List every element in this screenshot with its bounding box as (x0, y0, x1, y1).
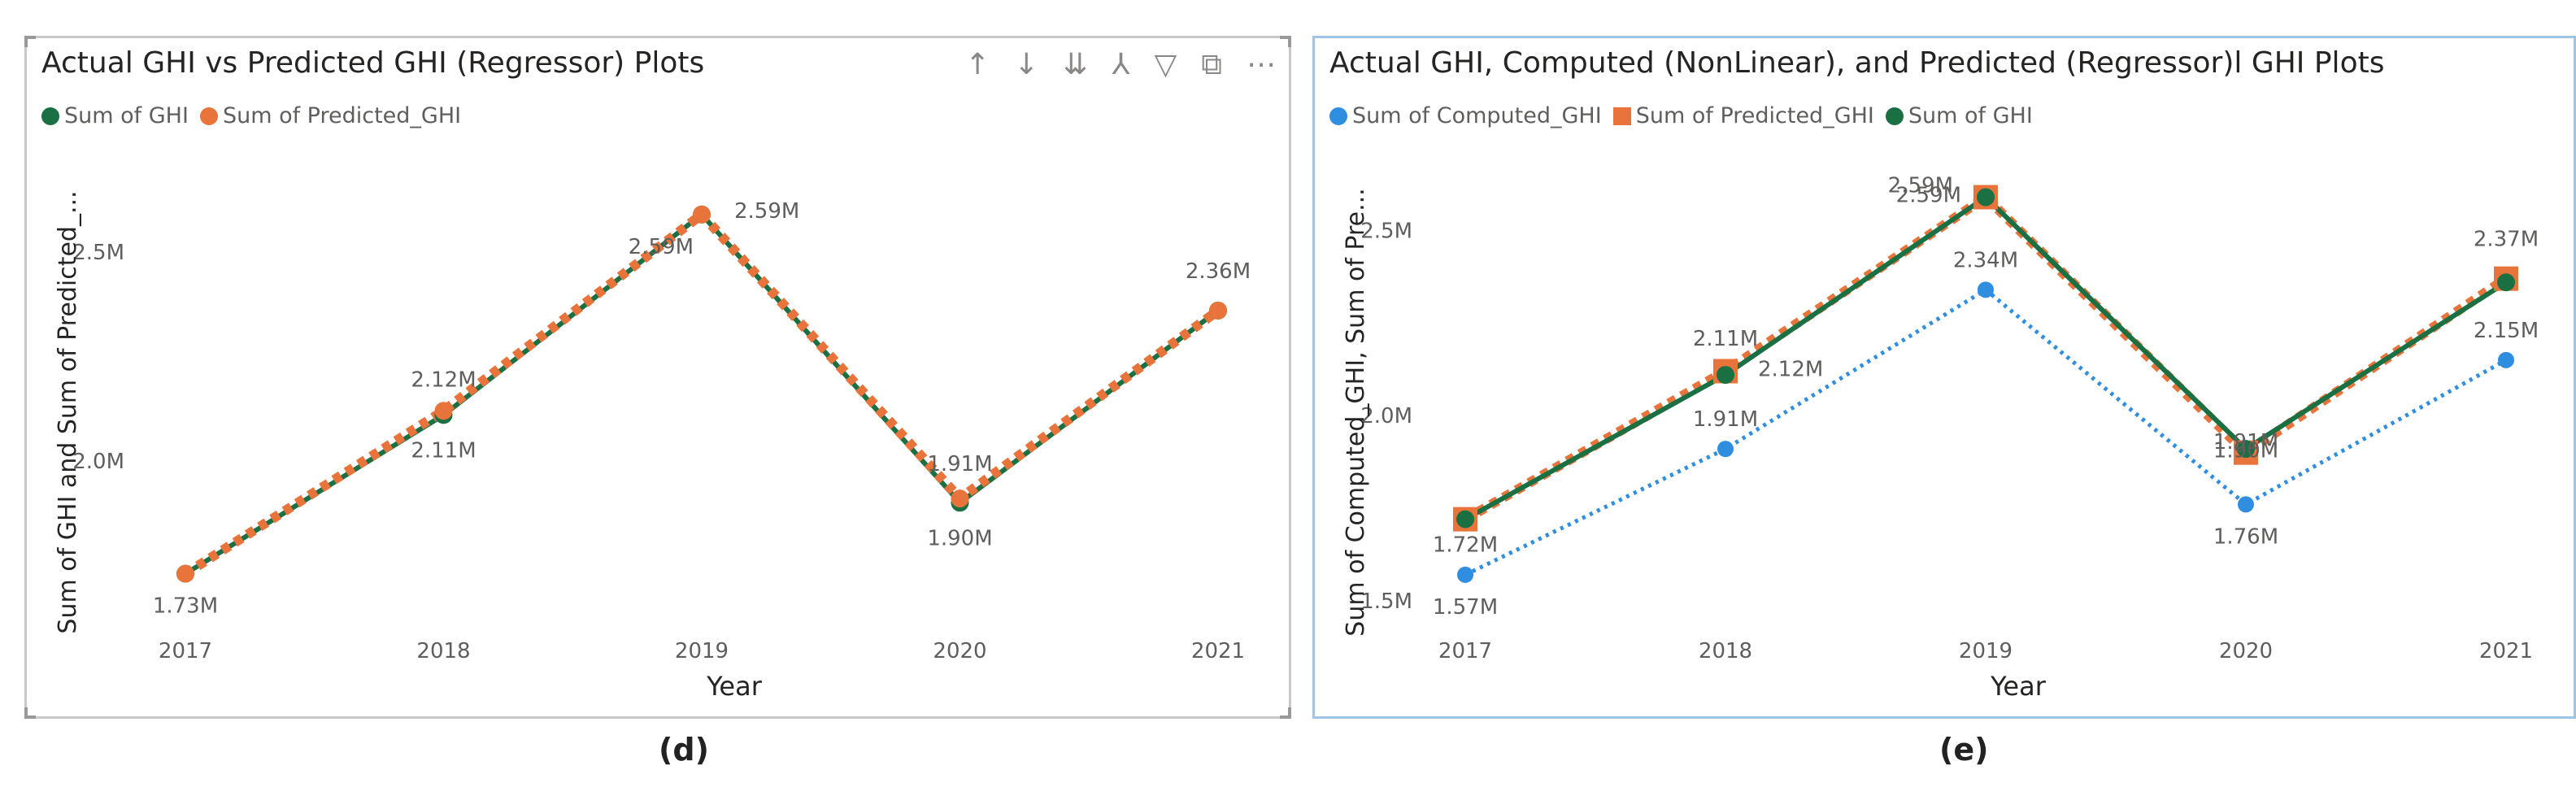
data-point-marker (1457, 566, 1473, 583)
legend-swatch (1885, 107, 1904, 125)
arrow-up-icon[interactable]: ↑ (965, 48, 990, 81)
series-line (184, 211, 1220, 576)
y-tick-label: 2.5M (72, 241, 124, 265)
legend-item[interactable]: Sum of GHI (41, 103, 189, 128)
x-tick-label: 2018 (1699, 639, 1752, 663)
data-label: 2.12M (411, 368, 476, 392)
x-tick-label: 2019 (675, 639, 729, 663)
chart-panel-d[interactable]: Actual GHI vs Predicted GHI (Regressor) … (24, 36, 1291, 719)
more-options-icon[interactable]: ⋯ (1247, 48, 1276, 81)
chart-title-e: Actual GHI, Computed (NonLinear), and Pr… (1329, 46, 2385, 80)
line-chart-d: 2.0M 2.5M 2017 2018 2019 2020 2021 Year Sum of G… (54, 190, 1251, 702)
data-point-marker (1978, 281, 1994, 298)
series-line (1463, 192, 2509, 524)
legend-swatch (1612, 107, 1631, 125)
data-label: 2.59M (1896, 184, 1961, 208)
data-label: 2.36M (1186, 259, 1251, 284)
x-tick-label: 2021 (2479, 639, 2533, 663)
chart-legend-e: Sum of Computed_GHI Sum of Predicted_GHI S… (1329, 103, 2033, 128)
data-point-marker (2498, 351, 2514, 368)
data-label: 1.91M (2213, 430, 2278, 455)
data-label: 1.91M (927, 452, 992, 476)
data-point-marker (951, 489, 969, 508)
data-label: 2.11M (411, 438, 476, 463)
legend-item[interactable]: Sum of Predicted_GHI (199, 103, 462, 128)
data-point-marker (2497, 273, 2515, 292)
x-tick-label: 2021 (1191, 639, 1245, 663)
y-tick-label: 2.0M (1360, 404, 1412, 428)
data-label: 1.90M (927, 526, 992, 550)
chart-panel-e[interactable]: Actual GHI, Computed (NonLinear), and Pr… (1312, 36, 2576, 719)
x-tick-label: 2019 (1959, 639, 2012, 663)
data-label: 2.37M (2474, 228, 2539, 252)
legend-item[interactable]: Sum of Predicted_GHI (1612, 103, 1874, 128)
double-arrow-down-icon[interactable]: ⇊ (1063, 48, 1088, 81)
x-axis-title: Year (706, 671, 763, 702)
legend-swatch (41, 107, 59, 125)
line-chart-e: 1.5M 2.0M 2.5M 2017 2018 2019 2020 2021 Year Sum … (1342, 174, 2539, 702)
data-point-marker (1717, 441, 1734, 458)
data-point-marker (1717, 366, 1734, 385)
x-tick-label: 2017 (1438, 639, 1492, 663)
legend-label: Sum of GHI (1908, 103, 2033, 128)
legend-label: Sum of Predicted_GHI (222, 103, 462, 128)
data-point-marker (1977, 188, 1995, 207)
focus-mode-icon[interactable]: ⧉ (1201, 48, 1222, 81)
data-point-marker (693, 205, 711, 224)
data-label: 1.90M (2213, 439, 2278, 463)
caption-d: (d) (659, 732, 709, 768)
legend-item[interactable]: Sum of GHI (1885, 103, 2033, 128)
data-point-marker (176, 564, 194, 583)
legend-label: Sum of Computed_GHI (1352, 103, 1602, 128)
x-tick-label: 2018 (416, 639, 470, 663)
x-tick-label: 2017 (159, 639, 212, 663)
y-tick-label: 2.0M (72, 450, 124, 474)
data-label: 2.11M (1693, 327, 1758, 351)
data-label: 1.76M (2213, 524, 2278, 549)
data-label: 1.57M (1433, 595, 1498, 620)
visual-toolbar: ↑ ↓ ⇊ ⅄ ▽ ⧉ ⋯ (965, 48, 1276, 82)
legend-swatch (1329, 107, 1347, 125)
legend-swatch (199, 107, 218, 125)
caption-e: (e) (1939, 732, 1989, 768)
data-point-marker (2238, 496, 2254, 513)
data-label: 1.91M (1693, 407, 1758, 432)
y-tick-label: 2.5M (1360, 220, 1412, 244)
x-tick-label: 2020 (933, 639, 986, 663)
data-label: 2.59M (734, 199, 799, 224)
data-label: 2.59M (1888, 174, 1953, 198)
chart-title-d: Actual GHI vs Predicted GHI (Regressor) … (41, 46, 705, 80)
x-axis-title: Year (1990, 671, 2047, 702)
series-line (182, 209, 1221, 578)
series-line (1464, 194, 2508, 522)
legend-label: Sum of Predicted_GHI (1635, 103, 1874, 128)
data-point-marker (434, 402, 453, 420)
chart-legend-d: Sum of GHI Sum of Predicted_GHI (41, 103, 461, 128)
data-label: 2.12M (1758, 358, 1823, 382)
data-label: 2.59M (629, 235, 694, 259)
data-point-marker (1456, 510, 1474, 528)
data-point-marker (2237, 440, 2255, 459)
y-axis-title: Sum of Computed_GHI, Sum of Pre... (1342, 188, 1370, 636)
data-label: 2.34M (1953, 248, 2018, 272)
y-tick-label: 1.5M (1360, 589, 1412, 614)
data-point-marker (1209, 301, 1227, 320)
x-tick-label: 2020 (2219, 639, 2273, 663)
data-label: 2.15M (2474, 319, 2539, 343)
legend-label: Sum of GHI (64, 103, 189, 128)
arrow-down-icon[interactable]: ↓ (1014, 48, 1039, 81)
y-axis-title: Sum of GHI and Sum of Predicted_... (54, 190, 82, 633)
legend-item[interactable]: Sum of Computed_GHI (1329, 103, 1602, 128)
filter-icon[interactable]: ▽ (1154, 48, 1177, 81)
expand-hierarchy-icon[interactable]: ⅄ (1112, 48, 1130, 81)
data-label: 1.72M (1433, 533, 1498, 558)
data-label: 1.73M (153, 594, 218, 619)
